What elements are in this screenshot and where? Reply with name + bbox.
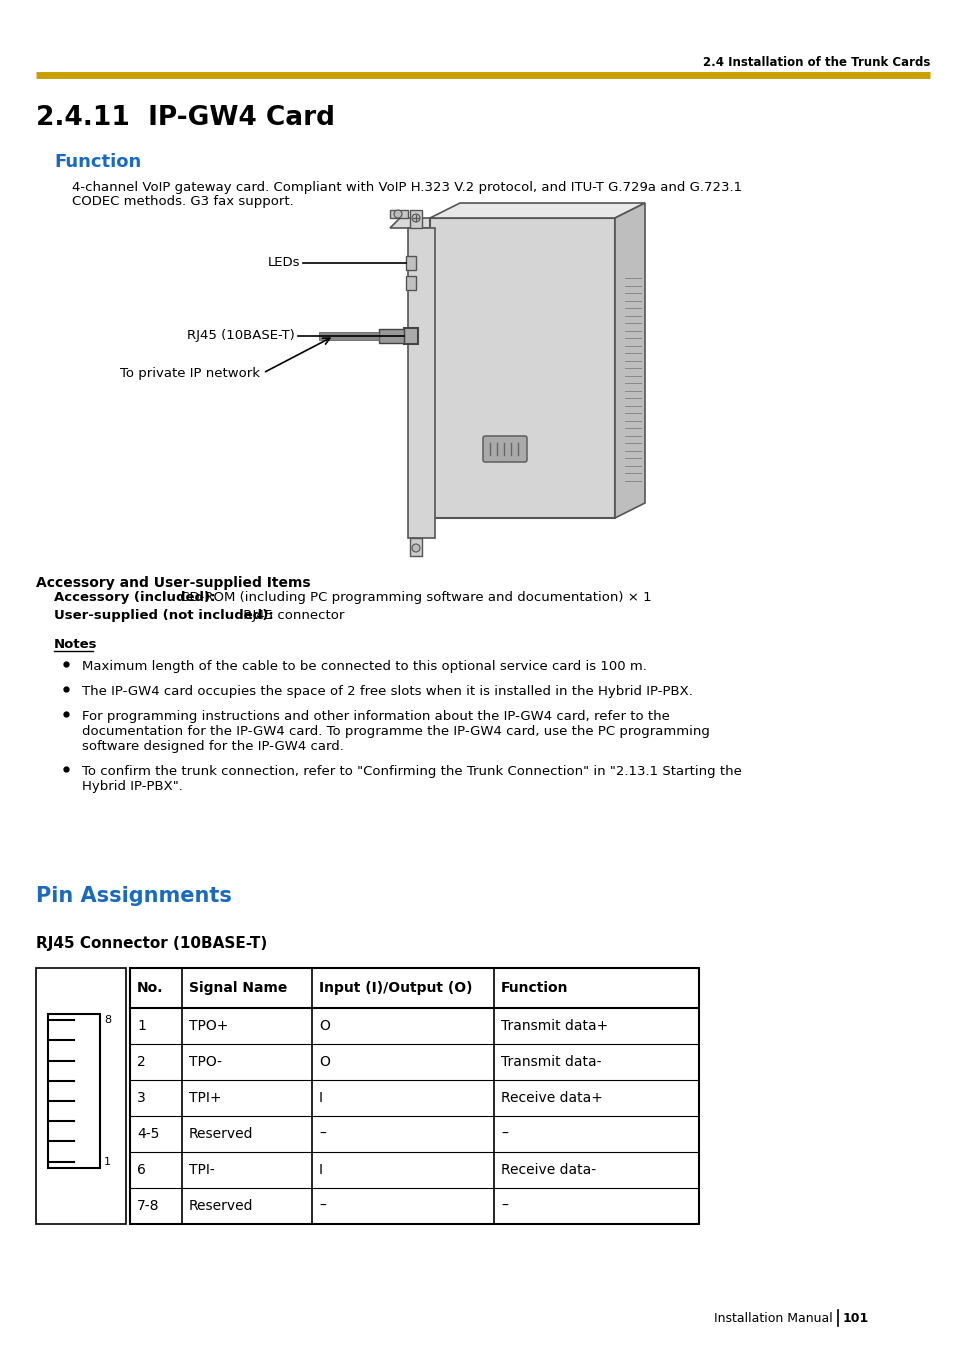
Text: To private IP network: To private IP network [120, 366, 260, 380]
Text: TPI-: TPI- [189, 1163, 214, 1177]
Text: I: I [318, 1163, 323, 1177]
Text: 2.4 Installation of the Trunk Cards: 2.4 Installation of the Trunk Cards [702, 55, 929, 69]
Circle shape [412, 544, 419, 553]
Polygon shape [615, 203, 644, 517]
Text: Installation Manual: Installation Manual [714, 1312, 832, 1324]
Text: Reserved: Reserved [189, 1198, 253, 1213]
Text: Notes: Notes [54, 638, 97, 651]
Text: Pin Assignments: Pin Assignments [36, 886, 232, 907]
Text: 8: 8 [104, 1015, 111, 1025]
Bar [36, 969, 126, 1224]
Bar [378, 330, 403, 343]
Text: documentation for the IP-GW4 card. To programme the IP-GW4 card, use the PC prog: documentation for the IP-GW4 card. To pr… [82, 725, 709, 738]
Text: 4-channel VoIP gateway card. Compliant with VoIP H.323 V.2 protocol, and ITU-T G: 4-channel VoIP gateway card. Compliant w… [71, 181, 741, 193]
Text: Reserved: Reserved [189, 1127, 253, 1142]
Text: TPI+: TPI+ [189, 1092, 221, 1105]
Text: RJ45 connector: RJ45 connector [239, 609, 344, 623]
Text: TPO+: TPO+ [189, 1019, 228, 1034]
Text: Maximum length of the cable to be connected to this optional service card is 100: Maximum length of the cable to be connec… [82, 661, 646, 673]
Text: 1: 1 [104, 1156, 111, 1167]
Text: Transmit data+: Transmit data+ [500, 1019, 608, 1034]
Text: No.: No. [137, 981, 163, 994]
Text: Accessory (included):: Accessory (included): [54, 592, 215, 604]
Text: TPO-: TPO- [189, 1055, 222, 1069]
Bar [130, 969, 699, 1224]
Text: 4-5: 4-5 [137, 1127, 159, 1142]
Text: RJ45 Connector (10BASE-T): RJ45 Connector (10BASE-T) [36, 936, 267, 951]
Text: Hybrid IP-PBX".: Hybrid IP-PBX". [82, 780, 183, 793]
Circle shape [394, 209, 401, 218]
Text: Signal Name: Signal Name [189, 981, 287, 994]
Text: Receive data-: Receive data- [500, 1163, 596, 1177]
Text: I: I [318, 1092, 323, 1105]
Text: 7-8: 7-8 [137, 1198, 159, 1213]
FancyBboxPatch shape [482, 436, 526, 462]
Text: Receive data+: Receive data+ [500, 1092, 602, 1105]
Polygon shape [430, 203, 644, 218]
Text: User-supplied (not included):: User-supplied (not included): [54, 609, 274, 623]
Text: –: – [318, 1127, 326, 1142]
Bar [410, 209, 421, 228]
Text: CODEC methods. G3 fax support.: CODEC methods. G3 fax support. [71, 196, 294, 208]
Text: RJ45 (10BASE-T): RJ45 (10BASE-T) [187, 330, 294, 343]
Bar [390, 209, 408, 218]
Text: To confirm the trunk connection, refer to "Confirming the Trunk Connection" in ": To confirm the trunk connection, refer t… [82, 765, 741, 778]
Circle shape [412, 213, 419, 222]
Bar [410, 538, 421, 557]
Text: –: – [500, 1127, 507, 1142]
Text: 3: 3 [137, 1092, 146, 1105]
Text: The IP-GW4 card occupies the space of 2 free slots when it is installed in the H: The IP-GW4 card occupies the space of 2 … [82, 685, 692, 698]
Text: 2: 2 [137, 1055, 146, 1069]
Text: 6: 6 [137, 1163, 146, 1177]
Text: Transmit data-: Transmit data- [500, 1055, 601, 1069]
Text: 1: 1 [137, 1019, 146, 1034]
Text: CD-ROM (including PC programming software and documentation) × 1: CD-ROM (including PC programming softwar… [175, 592, 651, 604]
Text: Function: Function [500, 981, 568, 994]
Text: Input (I)/Output (O): Input (I)/Output (O) [318, 981, 472, 994]
Bar [406, 276, 416, 290]
Text: 2.4.11  IP-GW4 Card: 2.4.11 IP-GW4 Card [36, 105, 335, 131]
Text: software designed for the IP-GW4 card.: software designed for the IP-GW4 card. [82, 740, 343, 753]
Bar [408, 228, 435, 538]
Text: –: – [500, 1198, 507, 1213]
Bar [406, 255, 416, 270]
Text: O: O [318, 1019, 330, 1034]
Text: LEDs: LEDs [267, 257, 299, 269]
Text: Accessory and User-supplied Items: Accessory and User-supplied Items [36, 576, 311, 590]
Text: –: – [318, 1198, 326, 1213]
Polygon shape [390, 218, 430, 228]
Bar [48, 1015, 100, 1167]
Bar [403, 328, 417, 345]
Text: For programming instructions and other information about the IP-GW4 card, refer : For programming instructions and other i… [82, 711, 669, 723]
Text: O: O [318, 1055, 330, 1069]
Bar [318, 332, 378, 340]
Bar [430, 218, 615, 517]
Text: Function: Function [54, 153, 141, 172]
Text: 101: 101 [842, 1312, 868, 1324]
